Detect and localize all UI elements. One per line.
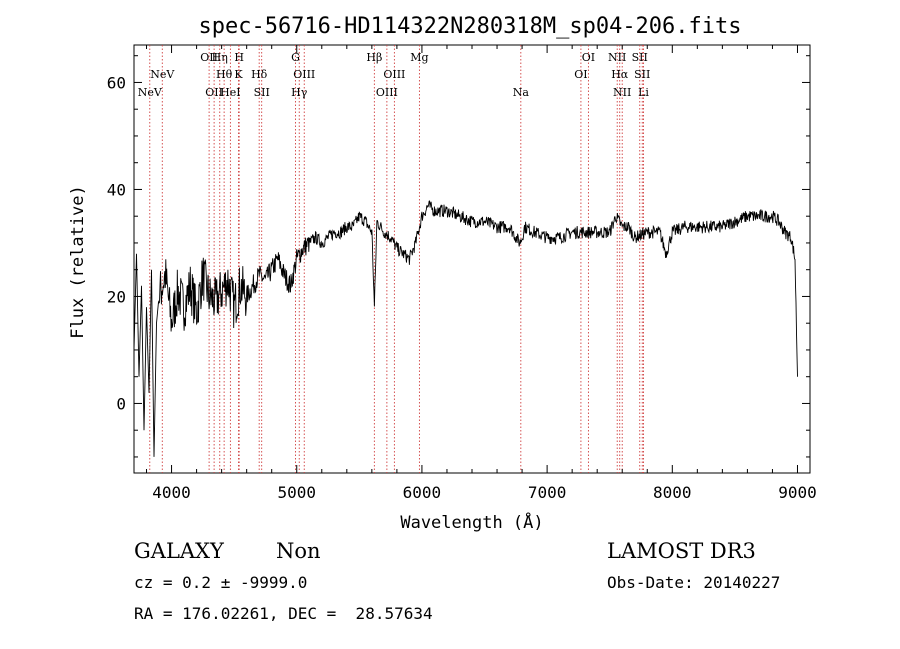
x-tick-label: 4000 <box>152 483 191 502</box>
x-tick-label: 5000 <box>277 483 316 502</box>
line-label-hdelta: Hδ <box>251 68 268 81</box>
line-label-nev2: NeV <box>150 68 175 81</box>
line-label-hei: HeI <box>220 86 240 99</box>
line-label-sii3: SII <box>634 68 650 81</box>
y-tick-label: 0 <box>116 394 126 413</box>
line-label-oii-b: OII <box>205 86 223 99</box>
line-label-g: G <box>291 51 300 64</box>
axis-ticks: 4000 5000 6000 7000 8000 9000 0 20 40 60 <box>107 45 817 502</box>
line-label-sii1: SII <box>254 86 270 99</box>
y-tick-label: 60 <box>107 73 126 92</box>
line-label-oii: OII <box>200 51 218 64</box>
line-label-oiii1: OIII <box>293 68 315 81</box>
line-label-mg: Mg <box>410 51 428 64</box>
x-tick-label: 9000 <box>778 483 817 502</box>
coordinates-text: RA = 176.02261, DEC = 28.57634 <box>134 604 433 623</box>
survey-label: LAMOST DR3 <box>607 539 756 563</box>
x-tick-label: 7000 <box>528 483 567 502</box>
chart-title: spec-56716-HD114322N280318M_sp04-206.fit… <box>198 14 741 39</box>
x-tick-label: 6000 <box>403 483 442 502</box>
spectrum-series-line <box>133 200 798 457</box>
object-subclass: Non <box>276 539 321 563</box>
line-label-hbeta: Hβ <box>366 51 382 64</box>
line-label-h: H <box>234 51 244 64</box>
obs-date-text: Obs-Date: 20140227 <box>607 573 780 592</box>
line-label-halpha: Hα <box>611 68 629 81</box>
reference-lines <box>149 45 644 473</box>
line-label-k: K <box>234 68 243 81</box>
plot-frame <box>133 44 811 474</box>
line-label-sii2: SII <box>632 51 648 64</box>
line-label-heta: Hη <box>212 51 228 64</box>
line-label-oi2: OI <box>574 68 587 81</box>
line-label-nev1: NeV <box>138 86 163 99</box>
line-label-oi1: OI <box>582 51 595 64</box>
line-label-hgamma: Hγ <box>291 86 308 99</box>
line-label-htheta: Hθ <box>216 68 233 81</box>
object-class: GALAXY <box>134 539 225 563</box>
line-label-oiii2: OIII <box>383 68 405 81</box>
redshift-text: cz = 0.2 ± -9999.0 <box>134 573 307 592</box>
line-label-li: Li <box>638 86 649 99</box>
line-label-na: Na <box>513 86 530 99</box>
y-axis-label: Flux (relative) <box>68 185 88 339</box>
line-label-nii2: NII <box>613 86 631 99</box>
y-tick-label: 20 <box>107 287 126 306</box>
y-tick-label: 40 <box>107 180 126 199</box>
line-label-nii1: NII <box>608 51 626 64</box>
line-label-oiii3: OIII <box>376 86 398 99</box>
x-axis-label: Wavelength (Å) <box>400 511 543 533</box>
x-tick-label: 8000 <box>653 483 692 502</box>
